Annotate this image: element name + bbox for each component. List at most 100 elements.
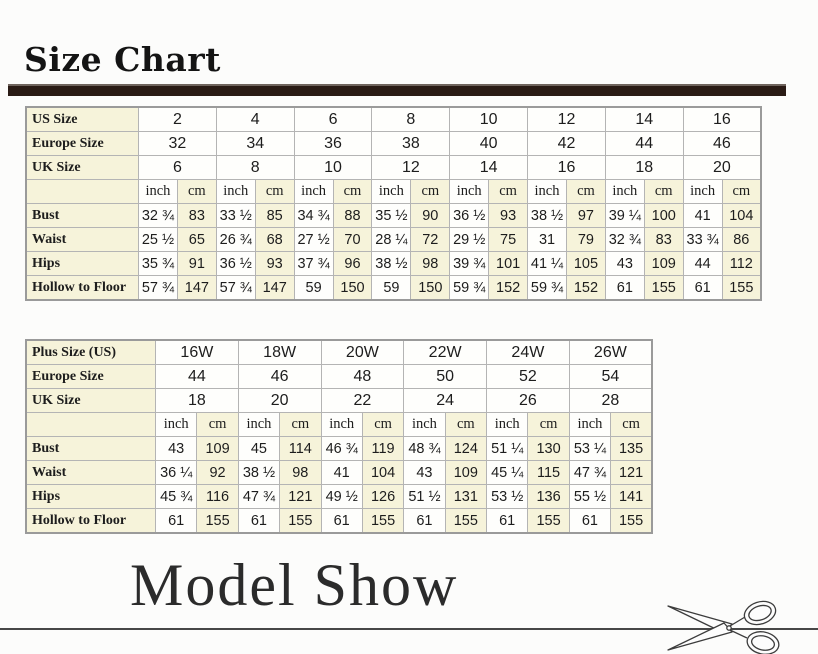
cm-value: 96 xyxy=(332,251,373,276)
unit-inch-label: inch xyxy=(215,179,256,204)
cm-value: 83 xyxy=(643,227,684,252)
inch-value: 51 ½ xyxy=(403,484,446,509)
inch-value: 34 ¾ xyxy=(293,203,334,228)
cm-value: 155 xyxy=(279,508,322,534)
inch-value: 45 ¼ xyxy=(485,460,529,485)
cm-value: 72 xyxy=(410,227,451,252)
size-value: 26 xyxy=(486,388,570,413)
row-label: Hips xyxy=(25,484,156,509)
inch-value: 36 ½ xyxy=(449,203,490,228)
size-value: 14 xyxy=(449,155,529,180)
unit-cm-label: cm xyxy=(410,179,451,204)
inch-value: 41 xyxy=(682,203,723,228)
inch-value: 61 xyxy=(320,508,363,534)
inch-value: 39 ¼ xyxy=(604,203,645,228)
size-value: 8 xyxy=(215,155,295,180)
size-value: 54 xyxy=(568,364,653,389)
size-value: 18W xyxy=(237,339,322,365)
cm-value: 109 xyxy=(444,460,488,485)
row-label: Europe Size xyxy=(25,131,139,156)
scissors-handle-link-top xyxy=(729,616,746,627)
unit-cm-label: cm xyxy=(196,412,239,437)
size-value: 16W xyxy=(155,339,239,365)
inch-value: 61 xyxy=(403,508,446,534)
inch-value: 33 ½ xyxy=(215,203,256,228)
inch-value: 39 ¾ xyxy=(449,251,490,276)
inch-value: 59 xyxy=(293,275,334,301)
unit-inch-label: inch xyxy=(138,179,178,204)
cm-value: 114 xyxy=(279,436,322,461)
cm-value: 65 xyxy=(176,227,217,252)
unit-inch-label: inch xyxy=(237,412,281,437)
cm-value: 97 xyxy=(565,203,606,228)
size-value: 16 xyxy=(682,106,762,132)
model-show-title: Model Show xyxy=(130,552,459,618)
size-row: US Size 2 4 6 8 10 12 14 16 xyxy=(25,106,762,132)
cm-value: 155 xyxy=(196,508,239,534)
size-value: 12 xyxy=(527,106,606,132)
inch-value: 41 xyxy=(320,460,363,485)
size-value: 14 xyxy=(604,106,684,132)
inch-value: 45 ¾ xyxy=(154,484,198,509)
row-label: Hollow to Floor xyxy=(25,275,139,301)
row-label xyxy=(25,412,156,437)
inch-value: 55 ½ xyxy=(568,484,612,509)
size-row: UK Size 18 20 22 24 26 28 xyxy=(25,388,653,413)
cm-value: 115 xyxy=(527,460,570,485)
cm-value: 112 xyxy=(721,251,762,276)
inch-value: 27 ½ xyxy=(293,227,334,252)
size-value: 4 xyxy=(215,106,295,132)
unit-inch-label: inch xyxy=(154,412,198,437)
unit-cm-label: cm xyxy=(254,179,295,204)
unit-cm-label: cm xyxy=(610,412,653,437)
inch-value: 28 ¼ xyxy=(371,227,412,252)
row-label: Hips xyxy=(25,251,139,276)
inch-value: 61 xyxy=(682,275,723,301)
inch-value: 59 ¾ xyxy=(527,275,567,301)
inch-value: 44 xyxy=(682,251,723,276)
cm-value: 98 xyxy=(279,460,322,485)
inch-value: 61 xyxy=(154,508,198,534)
inch-value: 61 xyxy=(237,508,281,534)
unit-inch-label: inch xyxy=(604,179,645,204)
cm-value: 155 xyxy=(643,275,684,301)
cm-value: 104 xyxy=(361,460,405,485)
cm-value: 83 xyxy=(176,203,217,228)
unit-inch-label: inch xyxy=(568,412,612,437)
inch-value: 45 xyxy=(237,436,281,461)
measurement-row: Hips 45 ¾ 116 47 ¾ 121 49 ½ 126 51 ½ 131 53 ½ 136 5… xyxy=(25,484,653,509)
inch-value: 35 ¾ xyxy=(138,251,178,276)
cm-value: 98 xyxy=(410,251,451,276)
size-value: 12 xyxy=(371,155,451,180)
plus-size-table: Plus Size (US) 16W 18W 20W 22W 24W 26W Europe S… xyxy=(25,339,653,534)
size-value: 40 xyxy=(449,131,529,156)
cm-value: 86 xyxy=(721,227,762,252)
cm-value: 152 xyxy=(488,275,529,301)
inch-value: 57 ¾ xyxy=(138,275,178,301)
size-value: 20 xyxy=(237,388,322,413)
size-row: Plus Size (US) 16W 18W 20W 22W 24W 26W xyxy=(25,339,653,365)
size-value: 18 xyxy=(155,388,239,413)
unit-cm-label: cm xyxy=(279,412,322,437)
row-label: Europe Size xyxy=(25,364,156,389)
size-value: 34 xyxy=(215,131,295,156)
cm-value: 155 xyxy=(610,508,653,534)
inch-value: 25 ½ xyxy=(138,227,178,252)
row-label: Waist xyxy=(25,227,139,252)
cm-value: 155 xyxy=(361,508,405,534)
inch-value: 38 ½ xyxy=(527,203,567,228)
size-value: 20 xyxy=(682,155,762,180)
cm-value: 116 xyxy=(196,484,239,509)
inch-value: 59 ¾ xyxy=(449,275,490,301)
unit-row: inch cm inch cm inch cm inch cm inch cm inch cm inch… xyxy=(25,179,762,204)
inch-value: 61 xyxy=(568,508,612,534)
unit-cm-label: cm xyxy=(643,179,684,204)
size-value: 50 xyxy=(403,364,487,389)
cm-value: 130 xyxy=(527,436,570,461)
size-value: 52 xyxy=(486,364,570,389)
standard-size-table: US Size 2 4 6 8 10 12 14 16 Europe Size 32 34 36 38 40… xyxy=(25,106,762,301)
size-row: Europe Size 32 34 36 38 40 42 44 46 xyxy=(25,131,762,156)
row-label: Bust xyxy=(25,203,139,228)
